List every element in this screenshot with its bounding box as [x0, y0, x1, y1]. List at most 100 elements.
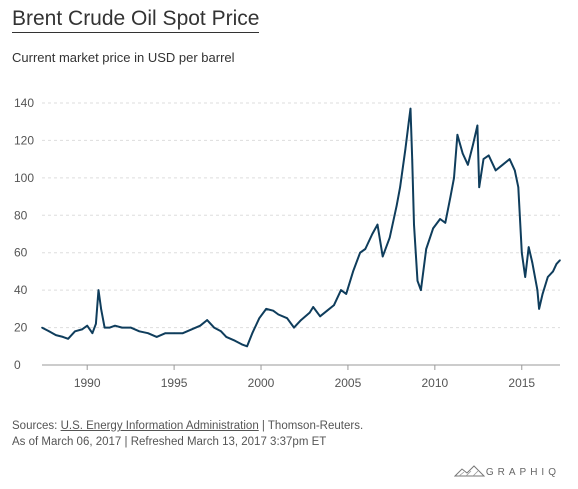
data-point: [388, 236, 391, 239]
data-point: [482, 158, 485, 160]
y-tick-label: 140: [14, 96, 34, 110]
data-point: [472, 143, 474, 145]
brand-name: GRAPHIQ: [485, 467, 560, 478]
y-tick-label: 100: [14, 171, 34, 185]
data-point: [81, 328, 83, 331]
data-point: [164, 332, 167, 334]
data-point: [138, 330, 141, 333]
data-point: [399, 186, 401, 189]
x-axis: 1990 1995 2000 2005 2010 2015: [42, 364, 560, 390]
data-point: [524, 276, 527, 278]
data-point: [520, 251, 523, 254]
data-point: [364, 248, 367, 250]
data-point: [67, 338, 69, 340]
data-point: [173, 332, 175, 334]
data-point: [376, 223, 379, 226]
data-point: [416, 279, 419, 282]
data-point: [48, 330, 50, 333]
data-point: [74, 330, 76, 333]
data-point: [536, 289, 539, 291]
x-tick-label: 2005: [335, 376, 362, 390]
data-point: [407, 120, 410, 123]
data-point: [514, 169, 516, 172]
x-tick-label: 2010: [421, 376, 448, 390]
chart-footer: Sources: U.S. Energy Information Adminis…: [12, 418, 363, 450]
data-point: [340, 289, 342, 291]
data-point: [371, 233, 374, 235]
y-tick-label: 80: [14, 208, 28, 222]
data-point: [456, 134, 459, 136]
data-point: [527, 246, 530, 248]
x-tick-label: 2000: [248, 376, 275, 390]
data-point: [114, 324, 116, 327]
data-point: [352, 270, 354, 273]
grid: [42, 102, 560, 329]
data-point: [220, 330, 222, 333]
y-tick-label: 0: [14, 358, 21, 372]
chart-subtitle: Current market price in USD per barrel: [12, 50, 235, 65]
data-point: [62, 336, 64, 338]
data-point: [531, 261, 533, 263]
data-point: [478, 186, 480, 189]
data-point: [265, 308, 268, 310]
data-point: [467, 163, 469, 166]
data-point: [449, 195, 452, 198]
data-point: [444, 221, 447, 224]
data-point: [91, 332, 94, 334]
source-link[interactable]: U.S. Energy Information Administration: [60, 420, 259, 432]
y-tick-label: 40: [14, 283, 28, 297]
x-tick-label: 1995: [161, 376, 188, 390]
data-point: [420, 289, 422, 291]
data-point: [308, 311, 311, 314]
data-point: [494, 169, 497, 172]
data-point: [439, 218, 441, 220]
data-point: [155, 336, 158, 338]
data-point: [461, 152, 464, 155]
data-point: [453, 177, 455, 179]
data-point: [425, 248, 427, 250]
data-point: [411, 158, 414, 160]
graphiq-logo-icon: [454, 465, 486, 477]
price-series-line: [41, 107, 561, 348]
data-point: [381, 255, 384, 258]
data-point: [312, 306, 314, 308]
data-point: [129, 326, 132, 329]
data-point: [333, 304, 335, 306]
data-point: [319, 315, 321, 318]
chart-area: 0 20 40 60 80 100 120 140 1990 1995 2000 2005 2010 2…: [14, 96, 561, 390]
data-point: [41, 326, 43, 329]
data-point: [487, 154, 490, 157]
sources-suffix: | Thomson-Reuters.: [258, 420, 364, 432]
data-point: [547, 276, 549, 278]
data-point: [552, 270, 554, 273]
x-tick-label: 1990: [74, 376, 101, 390]
data-point: [108, 326, 111, 329]
data-point: [213, 326, 215, 329]
data-point: [326, 309, 328, 312]
sources-prefix: Sources:: [12, 420, 61, 432]
data-point: [359, 251, 361, 254]
data-point: [300, 319, 302, 321]
y-axis: 0 20 40 60 80 100 120 140: [14, 96, 34, 372]
data-point: [345, 293, 347, 295]
data-point: [206, 319, 208, 321]
data-point: [225, 336, 228, 338]
sources-line: Sources: U.S. Energy Information Adminis…: [12, 418, 363, 434]
data-point: [293, 326, 295, 329]
data-point: [86, 324, 88, 327]
data-point: [251, 332, 254, 334]
y-tick-label: 120: [14, 133, 34, 147]
data-point: [476, 124, 479, 127]
data-point: [272, 309, 274, 312]
data-point: [234, 339, 236, 342]
data-point: [190, 328, 193, 331]
y-tick-label: 20: [14, 321, 28, 335]
data-point: [181, 332, 184, 334]
data-point: [103, 326, 106, 329]
series: [41, 107, 561, 348]
data-point: [404, 148, 407, 151]
chart-title: Brent Crude Oil Spot Price: [12, 6, 260, 33]
data-point: [541, 293, 544, 295]
data-point: [413, 223, 415, 226]
data-point: [97, 289, 100, 291]
